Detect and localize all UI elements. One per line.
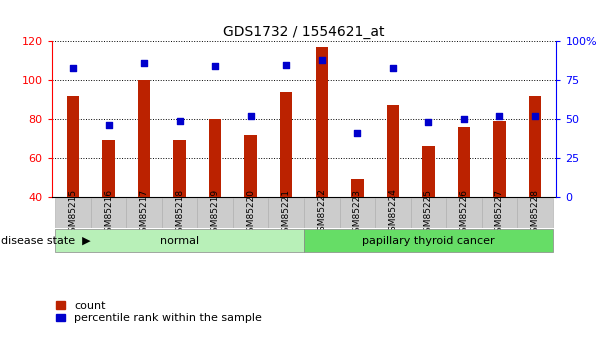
Bar (351, 179, 364, 197)
Bar (529, 96, 541, 197)
Point (282, 62, 291, 67)
FancyBboxPatch shape (198, 198, 233, 228)
Bar (280, 92, 292, 197)
Point (388, 65, 398, 70)
FancyBboxPatch shape (339, 198, 375, 228)
Bar (244, 135, 257, 197)
Bar (422, 146, 435, 197)
Text: GSM85222: GSM85222 (317, 189, 326, 237)
Bar (102, 140, 115, 197)
Bar (173, 140, 186, 197)
Text: GSM85224: GSM85224 (389, 189, 398, 237)
FancyBboxPatch shape (233, 198, 269, 228)
Point (494, 113, 504, 119)
FancyBboxPatch shape (304, 198, 339, 228)
Point (424, 119, 434, 125)
Text: GSM85218: GSM85218 (175, 188, 184, 238)
Bar (458, 127, 470, 197)
Text: GSM85226: GSM85226 (460, 188, 468, 238)
Bar (209, 119, 221, 197)
FancyBboxPatch shape (517, 198, 553, 228)
Bar (387, 106, 399, 197)
FancyBboxPatch shape (482, 198, 517, 228)
FancyBboxPatch shape (55, 198, 91, 228)
Text: normal: normal (160, 236, 199, 246)
FancyBboxPatch shape (446, 198, 482, 228)
Point (68, 65, 78, 70)
FancyBboxPatch shape (162, 198, 198, 228)
Text: GSM85216: GSM85216 (104, 188, 113, 238)
Point (210, 63, 220, 69)
Legend: count, percentile rank within the sample: count, percentile rank within the sample (54, 299, 264, 326)
FancyBboxPatch shape (126, 198, 162, 228)
Text: GSM85217: GSM85217 (140, 188, 148, 238)
Title: GDS1732 / 1554621_at: GDS1732 / 1554621_at (223, 25, 385, 39)
Point (353, 130, 362, 136)
FancyBboxPatch shape (410, 198, 446, 228)
Text: disease state  ▶: disease state ▶ (1, 236, 91, 246)
Point (139, 60, 149, 66)
Bar (138, 80, 150, 197)
Text: GSM85221: GSM85221 (282, 188, 291, 238)
Point (104, 122, 114, 128)
Point (459, 116, 469, 122)
Text: GSM85227: GSM85227 (495, 188, 504, 238)
Point (530, 113, 540, 119)
Point (317, 57, 326, 63)
Point (246, 113, 255, 119)
Text: GSM85215: GSM85215 (69, 188, 77, 238)
Text: GSM85220: GSM85220 (246, 188, 255, 238)
Text: GSM85228: GSM85228 (531, 188, 539, 238)
Bar (493, 121, 506, 197)
FancyBboxPatch shape (91, 198, 126, 228)
FancyBboxPatch shape (304, 229, 553, 252)
Point (174, 118, 184, 123)
Text: GSM85223: GSM85223 (353, 188, 362, 238)
FancyBboxPatch shape (269, 198, 304, 228)
Text: GSM85219: GSM85219 (210, 188, 219, 238)
Bar (67, 96, 79, 197)
FancyBboxPatch shape (375, 198, 410, 228)
Text: GSM85225: GSM85225 (424, 188, 433, 238)
Bar (316, 47, 328, 197)
Text: papillary thyroid cancer: papillary thyroid cancer (362, 236, 495, 246)
FancyBboxPatch shape (55, 229, 304, 252)
